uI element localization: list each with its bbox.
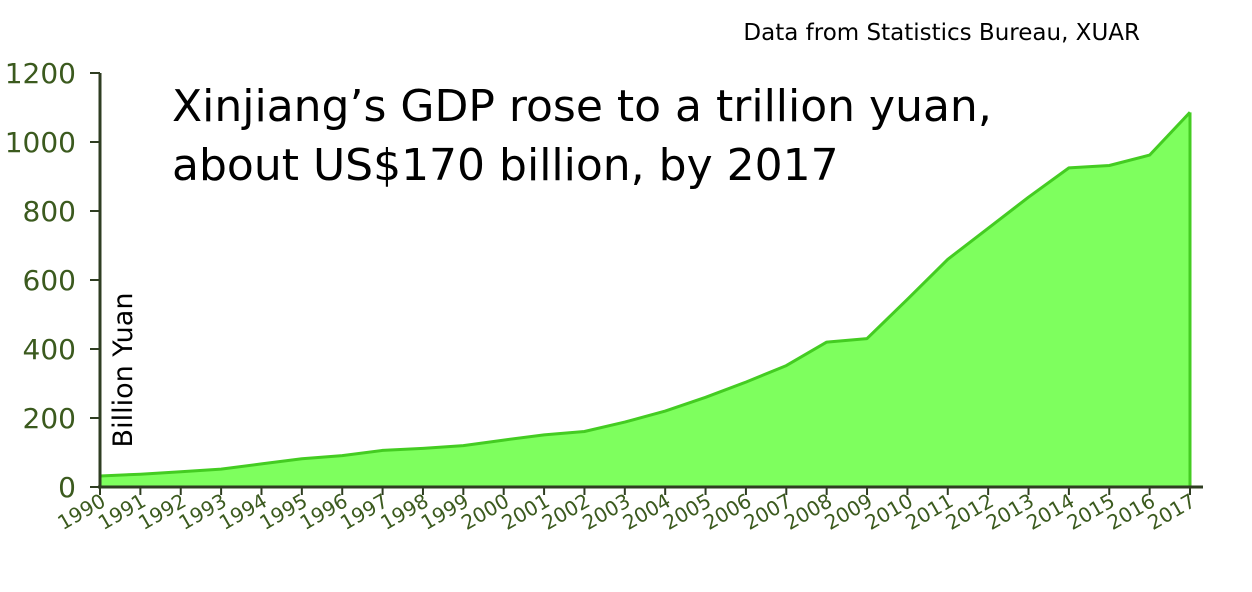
y-tick-label-1200: 1200: [5, 57, 76, 90]
y-tick-label-0: 0: [58, 471, 76, 504]
chart-title-line-2: about US$170 billion, by 2017: [172, 140, 839, 191]
y-tick-label-1000: 1000: [5, 126, 76, 159]
source-note: Data from Statistics Bureau, XUAR: [743, 20, 1140, 46]
y-tick-label-400: 400: [23, 333, 76, 366]
series-line: [99, 111, 1192, 478]
y-axis-label: Billion Yuan: [108, 293, 139, 448]
area-fill: [100, 112, 1190, 488]
chart-title-line-1: Xinjiang’s GDP rose to a trillion yuan,: [172, 81, 992, 132]
y-tick-label-200: 200: [23, 402, 76, 435]
y-tick-label-600: 600: [23, 264, 76, 297]
y-tick-label-800: 800: [23, 195, 76, 228]
x-tick-label-2017: 2017: [1143, 489, 1199, 535]
